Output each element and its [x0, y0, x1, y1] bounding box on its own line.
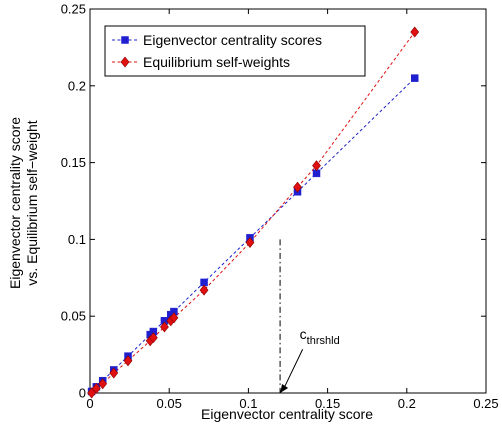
threshold-label: cthrshld: [300, 326, 340, 347]
y-axis-label-line2: vs. Equilibrium self−weight: [24, 120, 40, 285]
data-point-series-1: [293, 181, 302, 193]
data-point-series-1: [169, 312, 179, 324]
y-tick-label: 0.15: [61, 155, 86, 170]
x-tick-label: 0.05: [157, 396, 182, 411]
legend: Eigenvector centrality scores Equilibrium…: [104, 25, 366, 77]
data-point-series-1: [245, 236, 255, 248]
legend-box: [104, 25, 366, 77]
x-tick-label: 0.25: [473, 396, 498, 411]
data-point-series-1: [160, 321, 169, 333]
markers-layer: [87, 26, 420, 399]
legend-marker-0: [121, 36, 129, 44]
threshold-arrow-shaft: [282, 349, 304, 391]
threshold-arrow-head: [280, 384, 289, 393]
y-tick-label: 0.25: [61, 2, 86, 17]
legend-label-0: Eigenvector centrality scores: [143, 32, 322, 48]
y-tick-label: 0: [79, 386, 86, 401]
annotation-layer: cthrshld: [279, 239, 340, 393]
data-point-series-1: [312, 160, 321, 172]
x-tick-label: 0: [86, 396, 93, 411]
plot-frame: [89, 8, 487, 394]
data-point-series-1: [123, 355, 133, 367]
data-point-series-1: [98, 378, 108, 390]
x-tick-label: 0.15: [315, 396, 340, 411]
data-point-series-1: [148, 332, 158, 344]
y-tick-label: 0.2: [68, 78, 86, 93]
y-tick-label: 0.05: [61, 309, 86, 324]
threshold-label-sub: thrshld: [307, 335, 340, 347]
data-point-series-1: [87, 387, 96, 399]
series-lines-layer: [91, 31, 416, 394]
x-axis-label: Eigenvector centrality score: [201, 406, 373, 422]
x-tick-label: 0.2: [398, 396, 416, 411]
threshold-label-main: c: [300, 326, 307, 342]
data-point-series-1: [109, 367, 119, 379]
y-axis-label-line1: Eigenvector centrality score: [7, 117, 23, 289]
data-point-series-1: [410, 26, 420, 38]
data-point-series-1: [199, 284, 209, 296]
series-line-1: [91, 31, 416, 394]
legend-label-1: Equilibrium self-weights: [143, 54, 290, 70]
data-point-series-1: [91, 382, 101, 394]
y-tick-label: 0.1: [68, 232, 86, 247]
legend-marker-1: [120, 56, 130, 68]
data-point-series-0: [410, 74, 419, 82]
x-tick-label: 0.1: [239, 396, 257, 411]
